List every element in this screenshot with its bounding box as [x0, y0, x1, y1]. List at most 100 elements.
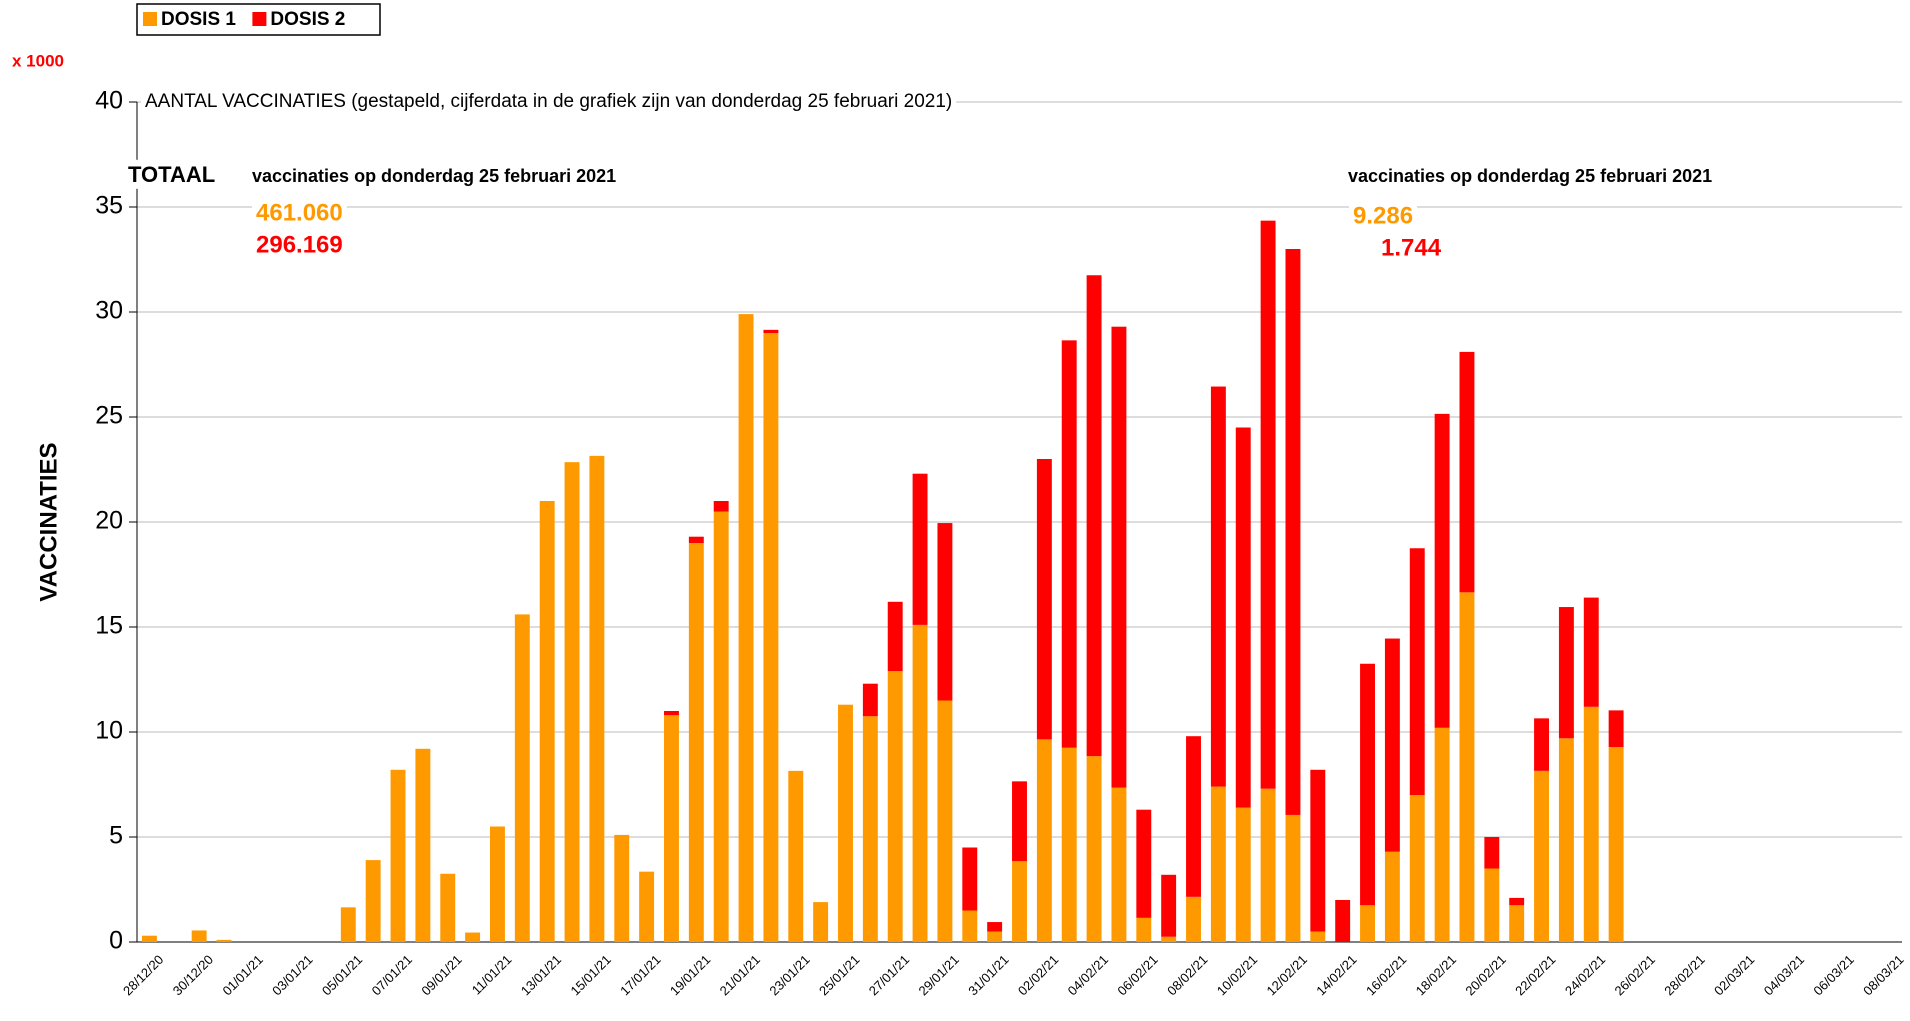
- x-tick-label: 04/03/21: [1761, 952, 1807, 998]
- bar-segment: [1111, 326, 1127, 788]
- bar-segment: [788, 770, 804, 942]
- x-tick-label: 15/01/21: [567, 952, 613, 998]
- x-tick-label: 02/02/21: [1015, 952, 1061, 998]
- x-tick-label: 27/01/21: [866, 952, 912, 998]
- bar-segment: [1534, 770, 1549, 942]
- bar-segment: [1459, 351, 1475, 593]
- bar-segment: [713, 501, 729, 512]
- bar-segment: [1086, 756, 1102, 942]
- bar-segment: [664, 711, 679, 716]
- bar-segment: [1186, 736, 1201, 897]
- bar-segment: [1583, 706, 1599, 942]
- bar-segment: [1186, 896, 1201, 942]
- annotation: 1.744: [1381, 234, 1442, 261]
- x-tick-label: 16/02/21: [1363, 952, 1409, 998]
- bar-segment: [1136, 917, 1152, 942]
- bar-segment: [962, 847, 978, 911]
- x-tick-label: 30/12/20: [170, 952, 216, 998]
- x-tick-label: 17/01/21: [617, 952, 663, 998]
- legend-label: DOSIS 1: [161, 9, 236, 30]
- bar-segment: [862, 683, 878, 717]
- bar-segment: [1260, 220, 1276, 789]
- legend-label: DOSIS 2: [270, 9, 345, 30]
- x-tick-label: 18/02/21: [1413, 952, 1459, 998]
- bar-segment: [340, 907, 356, 942]
- x-tick-label: 01/01/21: [219, 952, 265, 998]
- x-tick-label: 28/12/20: [120, 952, 166, 998]
- bar-segment: [191, 930, 207, 942]
- x-tick-label: 23/01/21: [766, 952, 812, 998]
- bar-segment: [1235, 427, 1251, 808]
- bar-segment: [1409, 795, 1425, 942]
- bar-segment: [1260, 788, 1276, 942]
- x-tick-label: 09/01/21: [418, 952, 464, 998]
- annotation: 296.169: [256, 231, 343, 258]
- x-tick-label: 28/02/21: [1661, 952, 1707, 998]
- bar-segment: [465, 932, 481, 942]
- bar-segment: [639, 871, 655, 942]
- bar-segment: [1608, 710, 1624, 747]
- bar-segment: [1558, 607, 1574, 739]
- bar-segment: [1310, 769, 1326, 932]
- annotation-background: [1349, 200, 1418, 232]
- bar-segment: [1285, 249, 1301, 815]
- y-tick-label: 15: [95, 612, 123, 640]
- legend-swatch: [143, 12, 157, 26]
- x-tick-label: 24/02/21: [1562, 952, 1608, 998]
- bar-segment: [862, 716, 878, 942]
- annotation-background: [124, 159, 220, 189]
- x-tick-label: 21/01/21: [717, 952, 763, 998]
- annotation: 9.286: [1353, 202, 1413, 229]
- y-tick-label: 0: [109, 927, 123, 955]
- bar-segment: [1036, 739, 1052, 942]
- y-axis-title: VACCINATIES: [35, 442, 62, 601]
- bar-segment: [564, 462, 580, 942]
- bar-segment: [1534, 718, 1549, 771]
- bar-segment: [688, 536, 704, 543]
- x-tick-label: 05/01/21: [319, 952, 365, 998]
- x-tick-label: 13/01/21: [518, 952, 564, 998]
- bar-segment: [937, 523, 953, 701]
- bar-segment: [962, 910, 978, 942]
- bar-segment: [664, 715, 679, 942]
- bar-segment: [1459, 592, 1475, 942]
- x-tick-label: 20/02/21: [1462, 952, 1508, 998]
- x-tick-label: 11/01/21: [469, 952, 515, 998]
- x-tick-label: 04/02/21: [1065, 952, 1111, 998]
- bar-segment: [1360, 663, 1375, 906]
- bar-segment: [763, 329, 779, 333]
- bar-segment: [141, 935, 157, 942]
- bar-segment: [1360, 905, 1375, 942]
- x-tick-label: 25/01/21: [816, 952, 862, 998]
- bar-segment: [1608, 746, 1624, 942]
- x-tick-label: 02/03/21: [1711, 952, 1757, 998]
- bar-segment: [1161, 936, 1177, 942]
- bar-segment: [688, 543, 704, 942]
- title-background: [141, 91, 957, 113]
- legend-swatch: [252, 12, 267, 26]
- bar-segment: [1409, 548, 1425, 795]
- bar-segment: [216, 939, 232, 942]
- x-tick-label: 14/02/21: [1313, 952, 1359, 998]
- bar-segment: [1434, 727, 1450, 942]
- bar-segment: [1310, 931, 1326, 942]
- bar-segment: [1210, 786, 1226, 942]
- y-tick-label: 30: [95, 297, 123, 325]
- y-tick-label: 10: [95, 717, 123, 745]
- bar-segment: [539, 501, 555, 942]
- y-tick-label: 40: [95, 87, 123, 115]
- bar-segment: [415, 748, 431, 942]
- bar-segment: [1012, 861, 1027, 942]
- bar-segment: [1061, 340, 1077, 748]
- x-tick-label: 06/02/21: [1114, 952, 1160, 998]
- x-tick-label: 22/02/21: [1512, 952, 1558, 998]
- bar-segment: [912, 624, 928, 942]
- bar-segment: [589, 455, 605, 942]
- x-tick-label: 07/01/21: [369, 952, 415, 998]
- bar-segment: [365, 860, 381, 942]
- bar-segment: [614, 834, 630, 942]
- annotation-background: [1377, 232, 1446, 264]
- bar-segment: [887, 601, 903, 672]
